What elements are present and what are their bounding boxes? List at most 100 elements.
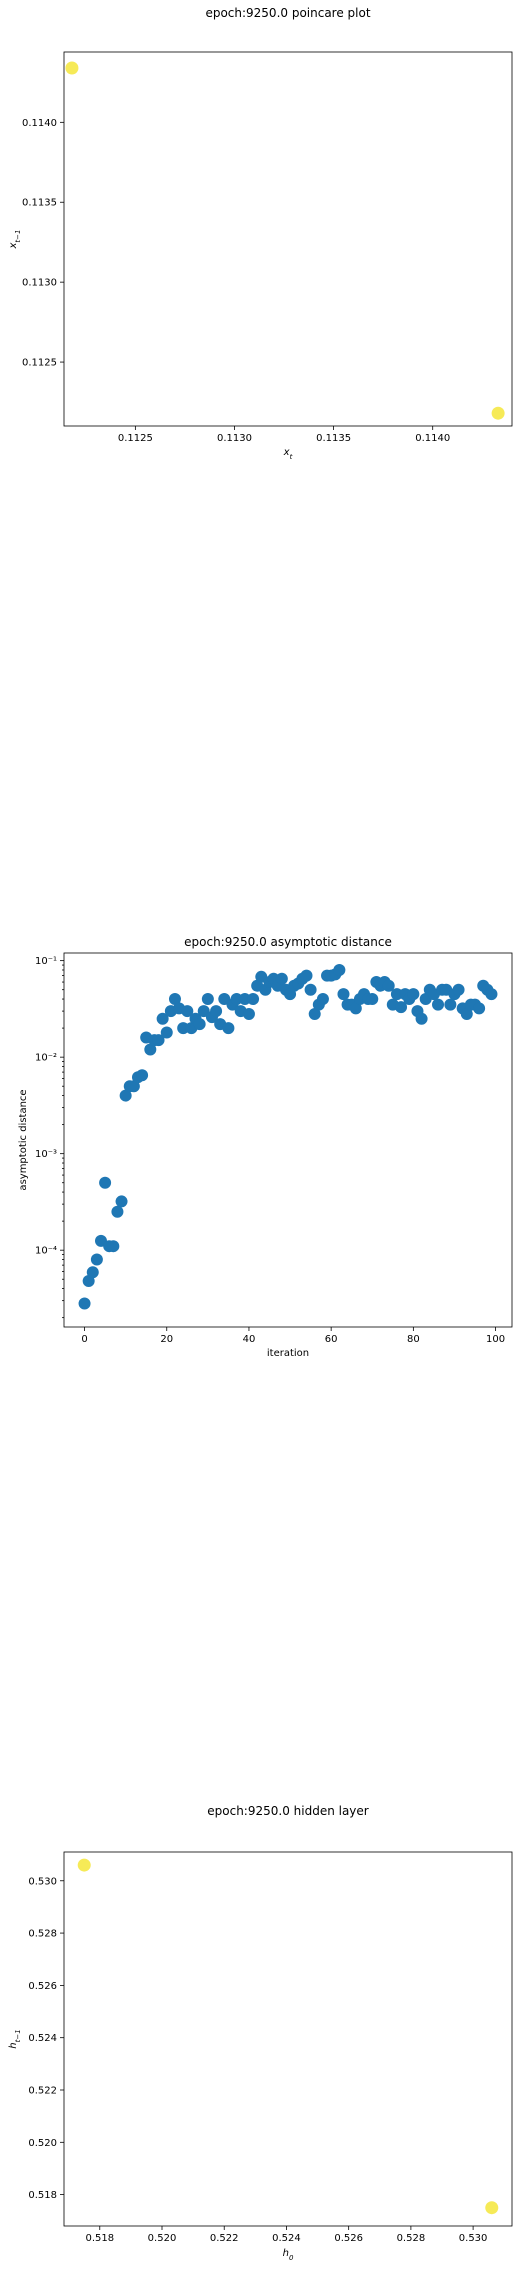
asymptotic-y-tick-label: 10⁻⁴ bbox=[35, 1246, 57, 1257]
asymptotic-data-point bbox=[177, 1022, 190, 1035]
asymptotic-data-point bbox=[197, 1005, 210, 1018]
asymptotic-data-point bbox=[160, 1026, 173, 1039]
asymptotic-y-tick-label: 10⁻¹ bbox=[35, 956, 57, 967]
asymptotic-data-point bbox=[119, 1089, 132, 1102]
asymptotic-data-point bbox=[247, 993, 260, 1006]
asymptotic-x-tick-label: 20 bbox=[160, 1334, 173, 1345]
asymptotic-data-point bbox=[99, 1176, 112, 1189]
asymptotic-data-point bbox=[304, 983, 317, 996]
asymptotic-data-point bbox=[222, 1022, 235, 1035]
asymptotic-data-point bbox=[444, 998, 457, 1011]
asymptotic-data-point bbox=[333, 963, 346, 976]
asymptotic-x-tick-label: 80 bbox=[407, 1334, 420, 1345]
hidden-layer-chart: epoch:9250.0 hidden layer 0.518 0.520 0.52… bbox=[8, 1804, 513, 2262]
asymptotic-data-point bbox=[316, 993, 329, 1006]
hidden-layer-y-tick-label: 0.520 bbox=[28, 2138, 57, 2149]
hidden-layer-y-label: ht−1 bbox=[8, 2029, 22, 2048]
hidden-layer-x-tick-label: 0.526 bbox=[334, 2233, 363, 2244]
asymptotic-data-point bbox=[156, 1012, 169, 1025]
asymptotic-data-point bbox=[337, 988, 350, 1001]
hidden-layer-y-tick-label: 0.526 bbox=[28, 1981, 57, 1992]
hidden-layer-y-ticks: 0.518 0.520 0.522 0.524 0.526 0.528 0.530 bbox=[28, 1876, 64, 2201]
asymptotic-data-point bbox=[395, 1001, 408, 1014]
asymptotic-x-tick-label: 40 bbox=[243, 1334, 256, 1345]
asymptotic-data-point bbox=[111, 1205, 124, 1218]
hidden-layer-y-tick-label: 0.522 bbox=[28, 2086, 57, 2097]
hidden-layer-x-tick-label: 0.518 bbox=[85, 2233, 114, 2244]
asymptotic-data-point bbox=[407, 988, 420, 1001]
poincare-x-tick-label: 0.1140 bbox=[415, 433, 450, 444]
hidden-layer-y-tick-label: 0.524 bbox=[28, 2033, 57, 2044]
asymptotic-distance-chart: epoch:9250.0 asymptotic distance 0 20 40 60… bbox=[18, 935, 513, 1359]
poincare-x-label: xt bbox=[283, 447, 293, 461]
poincare-x-tick-label: 0.1130 bbox=[217, 433, 252, 444]
asymptotic-data-point bbox=[127, 1080, 140, 1093]
poincare-y-ticks: 0.1125 0.1130 0.1135 0.1140 bbox=[22, 118, 64, 369]
hidden-layer-data-point bbox=[485, 2201, 499, 2215]
asymptotic-data-point bbox=[382, 979, 395, 992]
hidden-layer-x-label: h0 bbox=[283, 2248, 294, 2262]
asymptotic-x-tick-label: 100 bbox=[486, 1334, 505, 1345]
asymptotic-points bbox=[78, 963, 498, 1310]
asymptotic-data-point bbox=[349, 1002, 362, 1015]
poincare-y-tick-label: 0.1140 bbox=[22, 118, 57, 129]
asymptotic-data-point bbox=[460, 1007, 473, 1020]
poincare-data-point bbox=[65, 61, 79, 75]
asymptotic-data-point bbox=[366, 993, 379, 1006]
asymptotic-plot-area bbox=[63, 952, 513, 1328]
hidden-layer-x-tick-label: 0.522 bbox=[210, 2233, 239, 2244]
hidden-layer-plot-area bbox=[63, 1851, 513, 2227]
poincare-data-point bbox=[491, 406, 505, 420]
asymptotic-x-ticks: 0 20 40 60 80 100 bbox=[81, 1327, 505, 1345]
hidden-layer-y-tick-label: 0.518 bbox=[28, 2190, 57, 2201]
asymptotic-data-point bbox=[193, 1018, 206, 1031]
asymptotic-data-point bbox=[136, 1069, 149, 1082]
asymptotic-data-point bbox=[473, 1002, 486, 1015]
asymptotic-data-point bbox=[144, 1043, 157, 1056]
asymptotic-data-point bbox=[390, 988, 403, 1001]
asymptotic-y-tick-label: 10⁻² bbox=[35, 1053, 57, 1064]
hidden-layer-x-tick-label: 0.530 bbox=[459, 2233, 488, 2244]
asymptotic-data-point bbox=[242, 1007, 255, 1020]
poincare-chart: epoch:9250.0 poincare plot 0.1125 0.1130 0… bbox=[8, 6, 513, 461]
asymptotic-data-point bbox=[230, 993, 243, 1006]
hidden-layer-y-tick-label: 0.528 bbox=[28, 1929, 57, 1940]
asymptotic-data-point bbox=[152, 1034, 165, 1047]
poincare-y-label: xt−1 bbox=[8, 230, 22, 250]
asymptotic-data-point bbox=[115, 1195, 128, 1208]
asymptotic-data-point bbox=[181, 1005, 194, 1018]
asymptotic-data-point bbox=[415, 1012, 428, 1025]
hidden-layer-x-tick-label: 0.520 bbox=[148, 2233, 177, 2244]
hidden-layer-x-ticks: 0.518 0.520 0.522 0.524 0.526 0.528 0.530 bbox=[85, 2226, 487, 2244]
asymptotic-data-point bbox=[308, 1007, 321, 1020]
asymptotic-data-point bbox=[86, 1266, 99, 1279]
asymptotic-y-label: asymptotic distance bbox=[18, 1089, 29, 1190]
hidden-layer-x-tick-label: 0.528 bbox=[397, 2233, 426, 2244]
poincare-plot-area bbox=[63, 51, 513, 427]
hidden-layer-data-point bbox=[77, 1858, 91, 1872]
asymptotic-x-tick-label: 0 bbox=[81, 1334, 87, 1345]
asymptotic-data-point bbox=[90, 1253, 103, 1266]
asymptotic-data-point bbox=[107, 1240, 120, 1253]
poincare-x-tick-label: 0.1125 bbox=[118, 433, 153, 444]
asymptotic-data-point bbox=[452, 983, 465, 996]
poincare-x-ticks: 0.1125 0.1130 0.1135 0.1140 bbox=[118, 426, 450, 444]
poincare-y-tick-label: 0.1135 bbox=[22, 198, 57, 209]
hidden-layer-title: epoch:9250.0 hidden layer bbox=[207, 1804, 369, 1818]
asymptotic-data-point bbox=[238, 993, 251, 1006]
poincare-x-tick-label: 0.1135 bbox=[316, 433, 351, 444]
asymptotic-y-tick-label: 10⁻³ bbox=[35, 1149, 57, 1160]
asymptotic-x-label: iteration bbox=[267, 1348, 309, 1359]
asymptotic-data-point bbox=[485, 988, 498, 1001]
asymptotic-y-ticks: 10⁻⁴ 10⁻³ 10⁻² 10⁻¹ bbox=[35, 956, 64, 1319]
poincare-y-tick-label: 0.1125 bbox=[22, 358, 57, 369]
asymptotic-title: epoch:9250.0 asymptotic distance bbox=[184, 935, 392, 949]
hidden-layer-x-tick-label: 0.524 bbox=[272, 2233, 301, 2244]
asymptotic-data-point bbox=[78, 1297, 91, 1310]
asymptotic-x-tick-label: 60 bbox=[325, 1334, 338, 1345]
asymptotic-data-point bbox=[168, 993, 181, 1006]
asymptotic-data-point bbox=[300, 969, 313, 982]
poincare-title: epoch:9250.0 poincare plot bbox=[205, 6, 370, 20]
asymptotic-data-point bbox=[201, 993, 214, 1006]
